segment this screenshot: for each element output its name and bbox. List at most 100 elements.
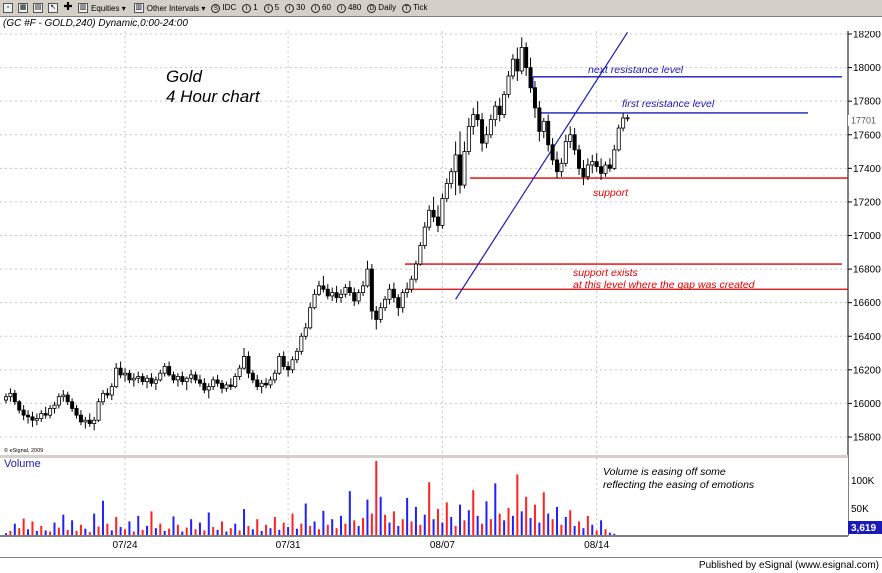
interval-idc[interactable]: S IDC xyxy=(211,3,236,13)
candle-body xyxy=(153,379,158,384)
candle-body xyxy=(26,414,31,418)
volume-last-box xyxy=(848,521,882,534)
candle-body xyxy=(65,394,70,403)
candle xyxy=(440,193,445,229)
candle xyxy=(361,280,366,296)
candle xyxy=(294,348,299,364)
candle xyxy=(87,413,92,427)
candle xyxy=(431,196,436,223)
candle-body xyxy=(4,396,9,401)
candle-body xyxy=(616,127,621,151)
candle xyxy=(462,141,467,189)
candle-body xyxy=(519,47,524,72)
candle-body xyxy=(158,372,163,381)
candle-body xyxy=(413,263,418,280)
candle-body xyxy=(568,134,573,142)
interval-30[interactable]: I 30 xyxy=(285,3,305,13)
interval-tick[interactable]: T Tick xyxy=(402,3,427,13)
candle-body xyxy=(39,413,44,419)
cursor-icon[interactable]: ↖ xyxy=(48,3,58,13)
candle xyxy=(528,57,533,93)
panel-splitter[interactable] xyxy=(0,455,848,458)
candle xyxy=(162,363,167,377)
candle-body xyxy=(286,366,291,371)
candle xyxy=(546,114,551,152)
candle xyxy=(109,383,114,401)
candle xyxy=(550,138,555,165)
candle xyxy=(347,280,352,296)
candle-body xyxy=(219,382,224,389)
candle xyxy=(396,294,401,317)
last-price-label: 17701 xyxy=(851,116,876,126)
volume-tick-100k: 100K xyxy=(851,476,875,487)
candle-body xyxy=(189,374,194,379)
candle-body xyxy=(361,285,366,293)
other-intervals-dropdown[interactable]: Other Intervals ▾ xyxy=(146,3,206,13)
candle-body xyxy=(316,285,321,295)
interval-480[interactable]: I 480 xyxy=(336,3,361,13)
candle-body xyxy=(114,367,119,388)
price-tick-16200: 16200 xyxy=(853,365,881,376)
candle xyxy=(413,260,418,283)
candle-body xyxy=(56,396,61,406)
candle-body xyxy=(466,125,471,152)
candle xyxy=(532,81,537,118)
candle xyxy=(105,388,110,399)
equities-dropdown[interactable]: Equities ▾ xyxy=(91,3,126,13)
candle-body xyxy=(30,416,35,421)
candle-body xyxy=(131,377,136,381)
volume-tick-50k: 50K xyxy=(851,504,869,515)
candle-body xyxy=(546,120,551,146)
candle-body xyxy=(590,161,595,166)
trend-line xyxy=(455,31,629,300)
candle-body xyxy=(281,355,286,367)
footer: Published by eSignal (www.esignal.com) xyxy=(0,557,882,573)
candle-body xyxy=(537,107,542,132)
candle-body xyxy=(369,268,374,312)
volume-note-2: reflecting the easing of emotions xyxy=(603,479,755,491)
candle-body xyxy=(607,164,612,169)
candle xyxy=(559,158,564,177)
candle xyxy=(8,388,13,402)
candle-body xyxy=(294,350,299,361)
candle xyxy=(140,373,145,385)
price-tick-17800: 17800 xyxy=(853,97,881,108)
candle xyxy=(480,112,485,152)
candle xyxy=(444,178,449,202)
candle-body xyxy=(70,401,75,409)
candle-body xyxy=(502,94,507,116)
candle-body xyxy=(612,149,617,169)
candle xyxy=(290,356,295,374)
candle xyxy=(184,376,189,390)
chart[interactable]: 18200 18000 17800 17600 17400 17200 17000 16800… xyxy=(0,31,882,557)
date-tick-08/14: 08/14 xyxy=(584,540,609,551)
candle xyxy=(180,371,185,385)
candle xyxy=(268,376,273,389)
candle-body xyxy=(277,355,282,374)
candle xyxy=(378,302,383,323)
candle xyxy=(590,154,595,174)
candle xyxy=(237,364,242,380)
candle xyxy=(78,410,83,426)
candle-body xyxy=(528,67,533,89)
candle xyxy=(34,413,39,426)
candle xyxy=(123,368,128,382)
crosshair-icon[interactable]: ✚ xyxy=(63,1,73,13)
candle-body xyxy=(197,379,202,384)
candle-body xyxy=(497,105,502,116)
page-icon[interactable]: ▤ xyxy=(33,3,43,13)
window-icon[interactable]: ▫ xyxy=(3,3,13,13)
candle xyxy=(12,389,17,406)
candle-body xyxy=(374,310,379,320)
candle xyxy=(330,287,335,301)
interval-daily[interactable]: D Daily xyxy=(367,3,396,13)
interval-60[interactable]: I 60 xyxy=(311,3,331,13)
candle-body xyxy=(440,198,445,226)
candle-body xyxy=(127,372,132,381)
candle-body xyxy=(308,307,313,329)
grid-icon[interactable]: ▦ xyxy=(18,3,28,13)
candle-body xyxy=(242,355,247,369)
candle xyxy=(387,284,392,305)
